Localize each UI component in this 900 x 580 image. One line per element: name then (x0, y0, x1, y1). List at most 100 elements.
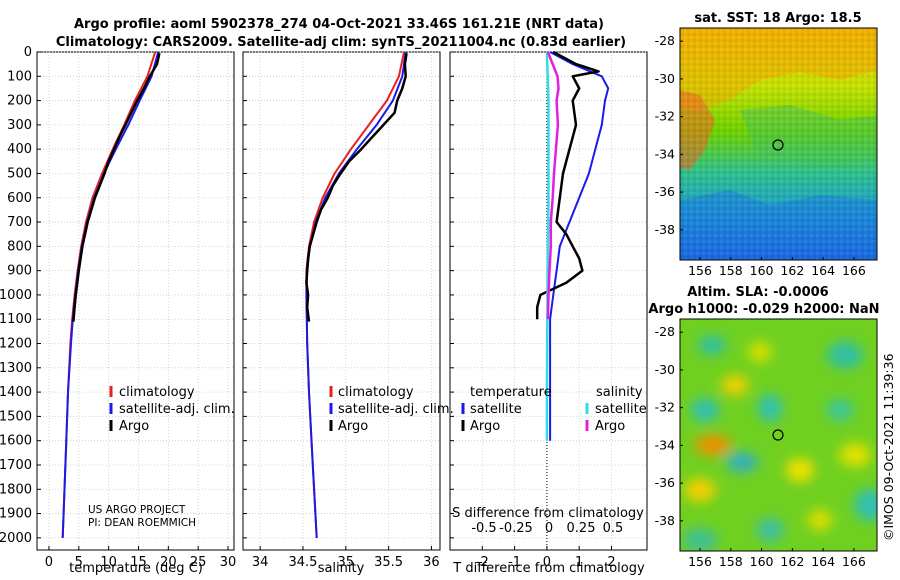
sla-anomaly-blob (695, 435, 731, 455)
y-tick-label: 1900 (0, 507, 32, 522)
map-x-tick-label: 160 (750, 263, 774, 278)
sla-anomaly-blob (726, 452, 758, 472)
x-tick-label: -2 (476, 555, 489, 570)
sla-anomaly-blob (826, 398, 854, 422)
map-y-tick-label: -36 (655, 475, 675, 490)
figure-title-line1: Argo profile: aoml 5902378_274 04-Oct-20… (74, 17, 604, 32)
x-tick-label: 0 (543, 555, 551, 570)
y-tick-label: 0 (24, 45, 32, 60)
map-y-tick-label: -38 (655, 513, 675, 528)
s-difference-label: S difference from climatology (452, 506, 644, 521)
map-x-tick-label: 164 (811, 263, 835, 278)
map-y-tick-label: -28 (655, 33, 675, 48)
s-difference-tick-label: -0.25 (499, 521, 533, 536)
sla-anomaly-blob (698, 335, 726, 355)
y-tick-label: 1500 (0, 409, 32, 424)
map-x-tick-label: 156 (688, 263, 712, 278)
salinity-axis-label: salinity (318, 561, 365, 576)
x-tick-label: 36 (423, 555, 440, 570)
y-tick-label: 800 (7, 239, 32, 254)
map-x-tick-label: 158 (719, 554, 743, 569)
sla-map-title-line1: Altim. SLA: -0.0006 (687, 285, 828, 300)
y-tick-label: 2000 (0, 531, 32, 546)
series-line-salinity-satellite (545, 51, 550, 441)
map-y-tick-label: -34 (655, 437, 675, 452)
s-difference-tick-label: 0 (545, 521, 553, 536)
timestamp: ©IMOS 09-Oct-2021 11:39:36 (881, 353, 896, 541)
salinity-panel (242, 51, 441, 551)
map-x-tick-label: 166 (842, 554, 866, 569)
y-tick-label: 500 (7, 166, 32, 181)
legend-label-climatology: climatology (119, 385, 195, 400)
map-y-tick-label: -38 (655, 222, 675, 237)
map-y-tick-label: -32 (655, 109, 675, 124)
legend-title-salinity: salinity (596, 385, 643, 400)
sst-argo-location-marker (772, 139, 784, 151)
y-tick-label: 1700 (0, 458, 32, 473)
sla-anomaly-blob (827, 341, 863, 369)
sla-anomaly-blob (786, 458, 814, 482)
legend-label-satellite-adj: satellite-adj. clim. (338, 402, 454, 417)
y-tick-label: 700 (7, 215, 32, 230)
salinity-legend: climatology satellite-adj. clim. Argo (329, 385, 454, 434)
y-tick-label: 600 (7, 191, 32, 206)
map-x-tick-label: 160 (750, 554, 774, 569)
legend-label-satellite-adj: satellite-adj. clim. (119, 402, 235, 417)
legend-label-temp-satellite: satellite (470, 402, 522, 417)
sla-anomaly-blob (839, 443, 871, 467)
sst-pixel-texture (680, 28, 877, 260)
sla-anomaly-blob (756, 518, 784, 542)
t-difference-axis-label: T difference from climatology (452, 561, 645, 576)
y-tick-label: 1200 (0, 337, 32, 352)
difference-legend: temperature satellite Argo salinity sate… (461, 385, 647, 434)
y-tick-label: 1600 (0, 434, 32, 449)
map-y-tick-label: -28 (655, 324, 675, 339)
s-difference-tick-label: 0.25 (567, 521, 596, 536)
x-tick-label: 1 (575, 555, 583, 570)
sla-map-ticks: 156 158 160 162 164 166 -28 -30 -32 -34 -36 -38 (655, 324, 866, 569)
x-tick-label: 34.5 (288, 555, 317, 570)
x-tick-label: 20 (160, 555, 177, 570)
x-tick-label: -1 (508, 555, 521, 570)
y-tick-label: 1000 (0, 288, 32, 303)
y-tick-label: 1100 (0, 312, 32, 327)
map-x-tick-label: 164 (811, 554, 835, 569)
map-x-tick-label: 166 (842, 263, 866, 278)
series-line-argo (72, 52, 161, 322)
map-y-tick-label: -32 (655, 400, 675, 415)
series-line-argo (305, 53, 408, 322)
y-tick-label: 400 (7, 142, 32, 157)
y-tick-label: 100 (7, 69, 32, 84)
map-x-tick-label: 158 (719, 263, 743, 278)
footer-project: US ARGO PROJECT (88, 504, 186, 516)
y-tick-label: 1300 (0, 361, 32, 376)
x-tick-label: 35.5 (374, 555, 403, 570)
footer-pi: PI: DEAN ROEMMICH (88, 517, 196, 529)
sla-anomaly-blob (758, 394, 782, 422)
map-y-tick-label: -34 (655, 146, 675, 161)
x-tick-label: 34 (252, 555, 269, 570)
sst-map-frame (679, 27, 878, 261)
x-tick-label: 30 (220, 555, 237, 570)
legend-label-temp-argo: Argo (470, 419, 500, 434)
sla-argo-location-marker (772, 429, 784, 441)
x-tick-label: 2 (607, 555, 615, 570)
y-tick-label: 200 (7, 94, 32, 109)
sla-anomaly-blob (721, 375, 749, 395)
sla-anomaly-blob (684, 478, 716, 502)
sla-anomaly-blob (748, 342, 772, 362)
legend-label-climatology: climatology (338, 385, 414, 400)
x-tick-label: 25 (190, 555, 207, 570)
y-tick-label: 300 (7, 118, 32, 133)
map-y-tick-label: -30 (655, 362, 675, 377)
x-tick-label: 0 (45, 555, 53, 570)
sla-map (680, 319, 877, 551)
temperature-legend: climatology satellite-adj. clim. Argo (109, 385, 235, 434)
s-difference-tick-label: -0.5 (471, 521, 496, 536)
sla-map-frame (679, 318, 878, 552)
sst-map-title: sat. SST: 18 Argo: 18.5 (694, 11, 861, 26)
map-x-tick-label: 156 (688, 554, 712, 569)
sla-map-title-line2: Argo h1000: -0.029 h2000: NaN (648, 302, 879, 317)
sst-map (680, 28, 877, 260)
